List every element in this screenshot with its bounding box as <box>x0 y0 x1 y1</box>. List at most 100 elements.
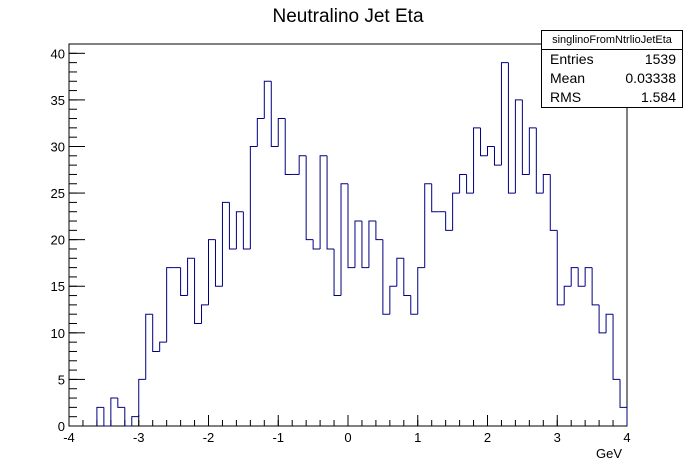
histogram-bin <box>159 341 167 352</box>
y-tick-label: 10 <box>51 326 65 341</box>
histogram-bin <box>487 145 495 156</box>
histogram-bin <box>521 99 530 175</box>
histogram-bin <box>187 257 195 296</box>
histogram-bin <box>619 379 627 408</box>
histogram-bin <box>500 62 509 166</box>
histogram-bin <box>152 314 160 352</box>
histogram-bin <box>103 407 111 427</box>
histogram-bin <box>347 183 355 269</box>
histogram-bin <box>110 397 118 426</box>
histogram-bin <box>354 220 362 268</box>
histogram-bin <box>249 145 258 249</box>
histogram-bin <box>431 183 439 213</box>
stats-label-mean: Mean <box>550 70 586 86</box>
x-tick-label: -1 <box>272 430 284 445</box>
y-tick-label: 20 <box>51 233 65 248</box>
histogram-bin <box>284 118 293 175</box>
histogram-bin <box>145 313 153 380</box>
x-tick-label: 2 <box>484 430 491 445</box>
histogram-bin <box>612 314 621 380</box>
histogram-bin <box>361 221 369 269</box>
histogram-bin <box>221 201 230 287</box>
histogram-bin <box>117 398 125 408</box>
histogram-bin <box>131 416 139 426</box>
histogram-bin <box>473 127 481 194</box>
histogram-bin <box>584 267 593 287</box>
histogram-bin <box>333 248 342 297</box>
histogram-bin <box>424 183 432 268</box>
x-tick-label: 4 <box>623 430 630 445</box>
y-tick-label: 30 <box>51 139 65 154</box>
histogram-bin <box>507 62 516 194</box>
stats-name: singlinoFromNtrlioJetEta <box>542 31 682 50</box>
histogram-bin <box>542 173 551 194</box>
histogram-bin <box>466 174 474 194</box>
histogram-bin <box>382 239 390 315</box>
stats-value-entries: 1539 <box>644 51 676 67</box>
histogram-bin <box>403 258 411 297</box>
histogram-bin <box>96 406 104 426</box>
histogram-bin <box>235 211 244 249</box>
histogram-bin <box>305 155 314 241</box>
histogram-bin <box>180 267 188 297</box>
y-tick-label: 15 <box>51 279 65 294</box>
stats-box: singlinoFromNtrlioJetEta Entries 1539 Me… <box>541 30 683 108</box>
x-tick-label: -2 <box>203 430 215 445</box>
histogram-bin <box>214 239 223 287</box>
stats-value-mean: 0.03338 <box>625 70 676 86</box>
histogram-bin <box>556 230 565 306</box>
histogram-bin <box>410 295 418 315</box>
histogram-bin <box>375 221 383 241</box>
histogram-bin <box>298 155 307 175</box>
histogram-bin <box>312 239 321 250</box>
histogram-bin <box>598 304 607 334</box>
histogram-bin <box>445 211 453 231</box>
y-tick-label: 0 <box>58 419 65 434</box>
histogram-bin <box>124 407 132 427</box>
histogram-bin <box>493 146 502 166</box>
stats-label-entries: Entries <box>550 51 594 67</box>
histogram-bin <box>194 258 202 325</box>
histogram-bin <box>577 267 586 287</box>
histogram-bin <box>514 99 523 194</box>
histogram-bin <box>549 174 558 231</box>
histogram-bin <box>570 267 579 287</box>
histogram-bin <box>263 80 272 119</box>
histogram-bin <box>270 81 279 147</box>
x-tick-label: 0 <box>344 430 351 445</box>
stats-value-rms: 1.584 <box>640 89 676 105</box>
chart-title: Neutralino Jet Eta <box>272 6 424 27</box>
histogram-bin <box>591 267 600 306</box>
histogram-bin <box>277 118 286 147</box>
x-tick-label: 1 <box>414 430 421 445</box>
histogram-bin <box>452 192 460 231</box>
histogram-bin <box>368 220 376 268</box>
histogram-bin <box>605 313 614 333</box>
histogram-bin <box>256 118 265 147</box>
histogram-bin <box>528 127 537 175</box>
stats-row-mean: Mean 0.03338 <box>542 69 682 88</box>
histogram-bin <box>563 285 572 305</box>
stats-row-entries: Entries 1539 <box>542 50 682 69</box>
y-tick-label: 40 <box>51 46 65 61</box>
histogram-bin <box>319 155 328 249</box>
histogram-bin <box>201 304 209 324</box>
histogram-bin <box>208 239 216 305</box>
y-tick-label: 35 <box>51 93 65 108</box>
histogram-bin <box>242 211 251 250</box>
histogram-bin <box>396 257 404 287</box>
x-axis-label: GeV <box>596 446 623 461</box>
histogram-bin <box>326 155 335 250</box>
histogram-bin <box>535 127 544 194</box>
histogram-bin <box>480 127 488 157</box>
histogram-bin <box>228 202 237 250</box>
histogram-bin <box>340 183 348 296</box>
x-tick-label: 3 <box>554 430 561 445</box>
stats-label-rms: RMS <box>550 89 582 105</box>
stats-row-rms: RMS 1.584 <box>542 88 682 107</box>
x-tick-label: -3 <box>133 430 145 445</box>
histogram-bin <box>166 267 174 343</box>
y-tick-label: 25 <box>51 186 65 201</box>
histogram-bin <box>417 267 425 315</box>
